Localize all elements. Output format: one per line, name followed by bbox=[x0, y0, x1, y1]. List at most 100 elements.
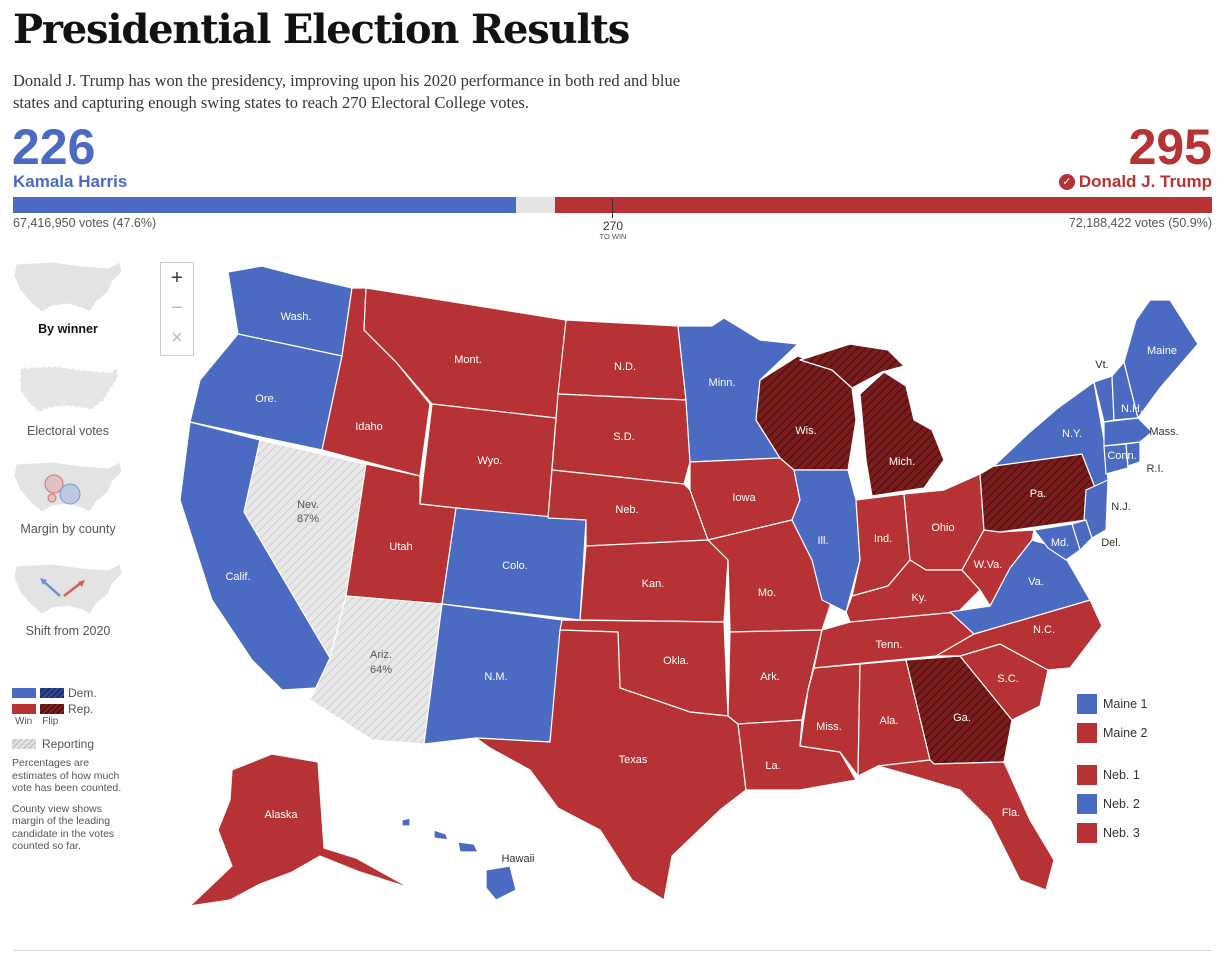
zoom-controls: + − × bbox=[160, 262, 194, 356]
dem-win-swatch bbox=[12, 688, 36, 698]
state-oregon[interactable] bbox=[189, 333, 343, 451]
threshold-marker bbox=[612, 199, 613, 218]
state-connecticut[interactable] bbox=[1103, 443, 1129, 475]
label-louisiana: La. bbox=[765, 760, 780, 772]
label-iowa: Iowa bbox=[732, 492, 756, 504]
district-nebraska-3[interactable]: Neb. 3 bbox=[1077, 823, 1140, 843]
state-texas[interactable] bbox=[475, 629, 747, 901]
district-nebraska-1[interactable]: Neb. 1 bbox=[1077, 765, 1140, 785]
view-electoral-votes[interactable]: Electoral votes bbox=[12, 360, 124, 438]
state-alaska[interactable] bbox=[189, 753, 411, 907]
zoom-out-button[interactable]: − bbox=[171, 297, 183, 319]
label-mississippi: Miss. bbox=[816, 721, 842, 733]
rep-candidate-name: ✓ Donald J. Trump bbox=[1058, 172, 1212, 192]
label-florida: Fla. bbox=[1002, 807, 1020, 819]
label-maine: Maine bbox=[1147, 345, 1177, 357]
threshold-value: 270 bbox=[602, 219, 624, 233]
label-kansas: Kan. bbox=[642, 578, 665, 590]
label-washington: Wash. bbox=[281, 311, 312, 323]
label-georgia: Ga. bbox=[953, 712, 971, 724]
dem-candidate-name: Kamala Harris bbox=[13, 172, 128, 191]
page-title: Presidential Election Results bbox=[13, 6, 630, 53]
label-north-dakota: N.D. bbox=[614, 361, 636, 373]
dem-electoral-votes: 226 bbox=[12, 119, 96, 175]
state-florida[interactable] bbox=[877, 759, 1055, 891]
district-swatch bbox=[1077, 823, 1097, 843]
state-hawaii-islands[interactable] bbox=[401, 817, 479, 853]
label-south-dakota: S.D. bbox=[613, 431, 634, 443]
state-maryland[interactable] bbox=[1033, 523, 1081, 561]
state-illinois[interactable] bbox=[791, 469, 861, 613]
label-missouri: Mo. bbox=[758, 587, 776, 599]
district-swatch bbox=[1077, 723, 1097, 743]
dem-bar-segment bbox=[13, 197, 516, 213]
threshold-label: 270 TO WIN bbox=[592, 219, 634, 241]
cartogram-thumbnail-icon bbox=[19, 364, 119, 414]
label-new-york: N.Y. bbox=[1062, 428, 1082, 440]
rep-candidate-label: Donald J. Trump bbox=[1078, 172, 1212, 191]
note-percentages: Percentages are estimates of how much vo… bbox=[12, 757, 122, 794]
zoom-reset-button[interactable]: × bbox=[171, 327, 183, 349]
bubble-map-thumbnail-icon bbox=[13, 461, 123, 513]
rep-bar-segment bbox=[555, 197, 1212, 213]
state-south-dakota[interactable] bbox=[551, 393, 691, 485]
district-swatch bbox=[1077, 794, 1097, 814]
label-pennsylvania: Pa. bbox=[1030, 488, 1047, 500]
legend-reporting-label: Reporting bbox=[42, 737, 95, 751]
rep-electoral-votes: 295 bbox=[1128, 119, 1212, 175]
intro-text: Donald J. Trump has won the presidency, … bbox=[13, 71, 681, 112]
state-michigan[interactable] bbox=[859, 371, 945, 497]
map-notes: Percentages are estimates of how much vo… bbox=[12, 757, 122, 861]
zoom-in-button[interactable]: + bbox=[171, 267, 183, 289]
label-vermont: Vt. bbox=[1095, 359, 1108, 371]
label-virginia: Va. bbox=[1028, 576, 1044, 588]
state-rhode-island[interactable] bbox=[1125, 441, 1141, 467]
district-label: Neb. 2 bbox=[1103, 797, 1140, 811]
state-north-dakota[interactable] bbox=[557, 319, 687, 401]
rep-flip-swatch bbox=[40, 704, 64, 714]
state-michigan-up[interactable] bbox=[799, 343, 905, 389]
state-maine[interactable] bbox=[1123, 299, 1199, 419]
legend-dem-label: Dem. bbox=[68, 686, 97, 700]
label-illinois: Ill. bbox=[818, 535, 829, 547]
label-colorado: Colo. bbox=[502, 560, 528, 572]
view-shift-from-2020[interactable]: Shift from 2020 bbox=[12, 560, 124, 638]
label-wyoming: Wyo. bbox=[478, 455, 503, 467]
threshold-caption: TO WIN bbox=[599, 232, 627, 241]
check-circle-icon: ✓ bbox=[1058, 174, 1075, 190]
district-label: Maine 1 bbox=[1103, 697, 1148, 711]
label-utah: Utah bbox=[389, 541, 412, 553]
label-nevada-pct: 87% bbox=[297, 513, 319, 525]
view-margin-by-county[interactable]: Margin by county bbox=[12, 458, 124, 536]
label-hawaii: Hawaii bbox=[501, 853, 534, 865]
state-new-jersey[interactable] bbox=[1083, 479, 1109, 539]
label-massachusetts: Mass. bbox=[1149, 426, 1178, 438]
state-hawaii[interactable] bbox=[485, 865, 517, 901]
label-alaska: Alaska bbox=[264, 809, 298, 821]
label-nebraska: Neb. bbox=[615, 504, 638, 516]
district-swatch bbox=[1077, 765, 1097, 785]
district-swatch bbox=[1077, 694, 1097, 714]
label-oklahoma: Okla. bbox=[663, 655, 689, 667]
state-massachusetts[interactable] bbox=[1103, 417, 1153, 447]
legend-win-label: Win bbox=[15, 716, 33, 727]
label-kentucky: Ky. bbox=[911, 592, 926, 604]
state-louisiana[interactable] bbox=[737, 719, 857, 791]
view-by-winner[interactable]: By winner bbox=[12, 258, 124, 336]
label-north-carolina: N.C. bbox=[1033, 624, 1055, 636]
label-nevada: Nev. bbox=[297, 499, 319, 511]
state-kansas[interactable] bbox=[579, 539, 729, 623]
district-nebraska-2[interactable]: Neb. 2 bbox=[1077, 794, 1140, 814]
district-maine-1[interactable]: Maine 1 bbox=[1077, 694, 1147, 714]
district-maine-2[interactable]: Maine 2 bbox=[1077, 723, 1147, 743]
label-oregon: Ore. bbox=[255, 393, 276, 405]
rep-popular-votes: 72,188,422 votes (50.9%) bbox=[1068, 216, 1212, 230]
view-label: Margin by county bbox=[20, 522, 116, 536]
us-map-thumbnail-icon bbox=[13, 261, 123, 313]
label-rhode-island: R.I. bbox=[1146, 463, 1163, 475]
label-minnesota: Minn. bbox=[709, 377, 736, 389]
label-wisconsin: Wis. bbox=[795, 425, 816, 437]
label-delaware: Del. bbox=[1101, 537, 1121, 549]
label-maryland: Md. bbox=[1051, 537, 1069, 549]
